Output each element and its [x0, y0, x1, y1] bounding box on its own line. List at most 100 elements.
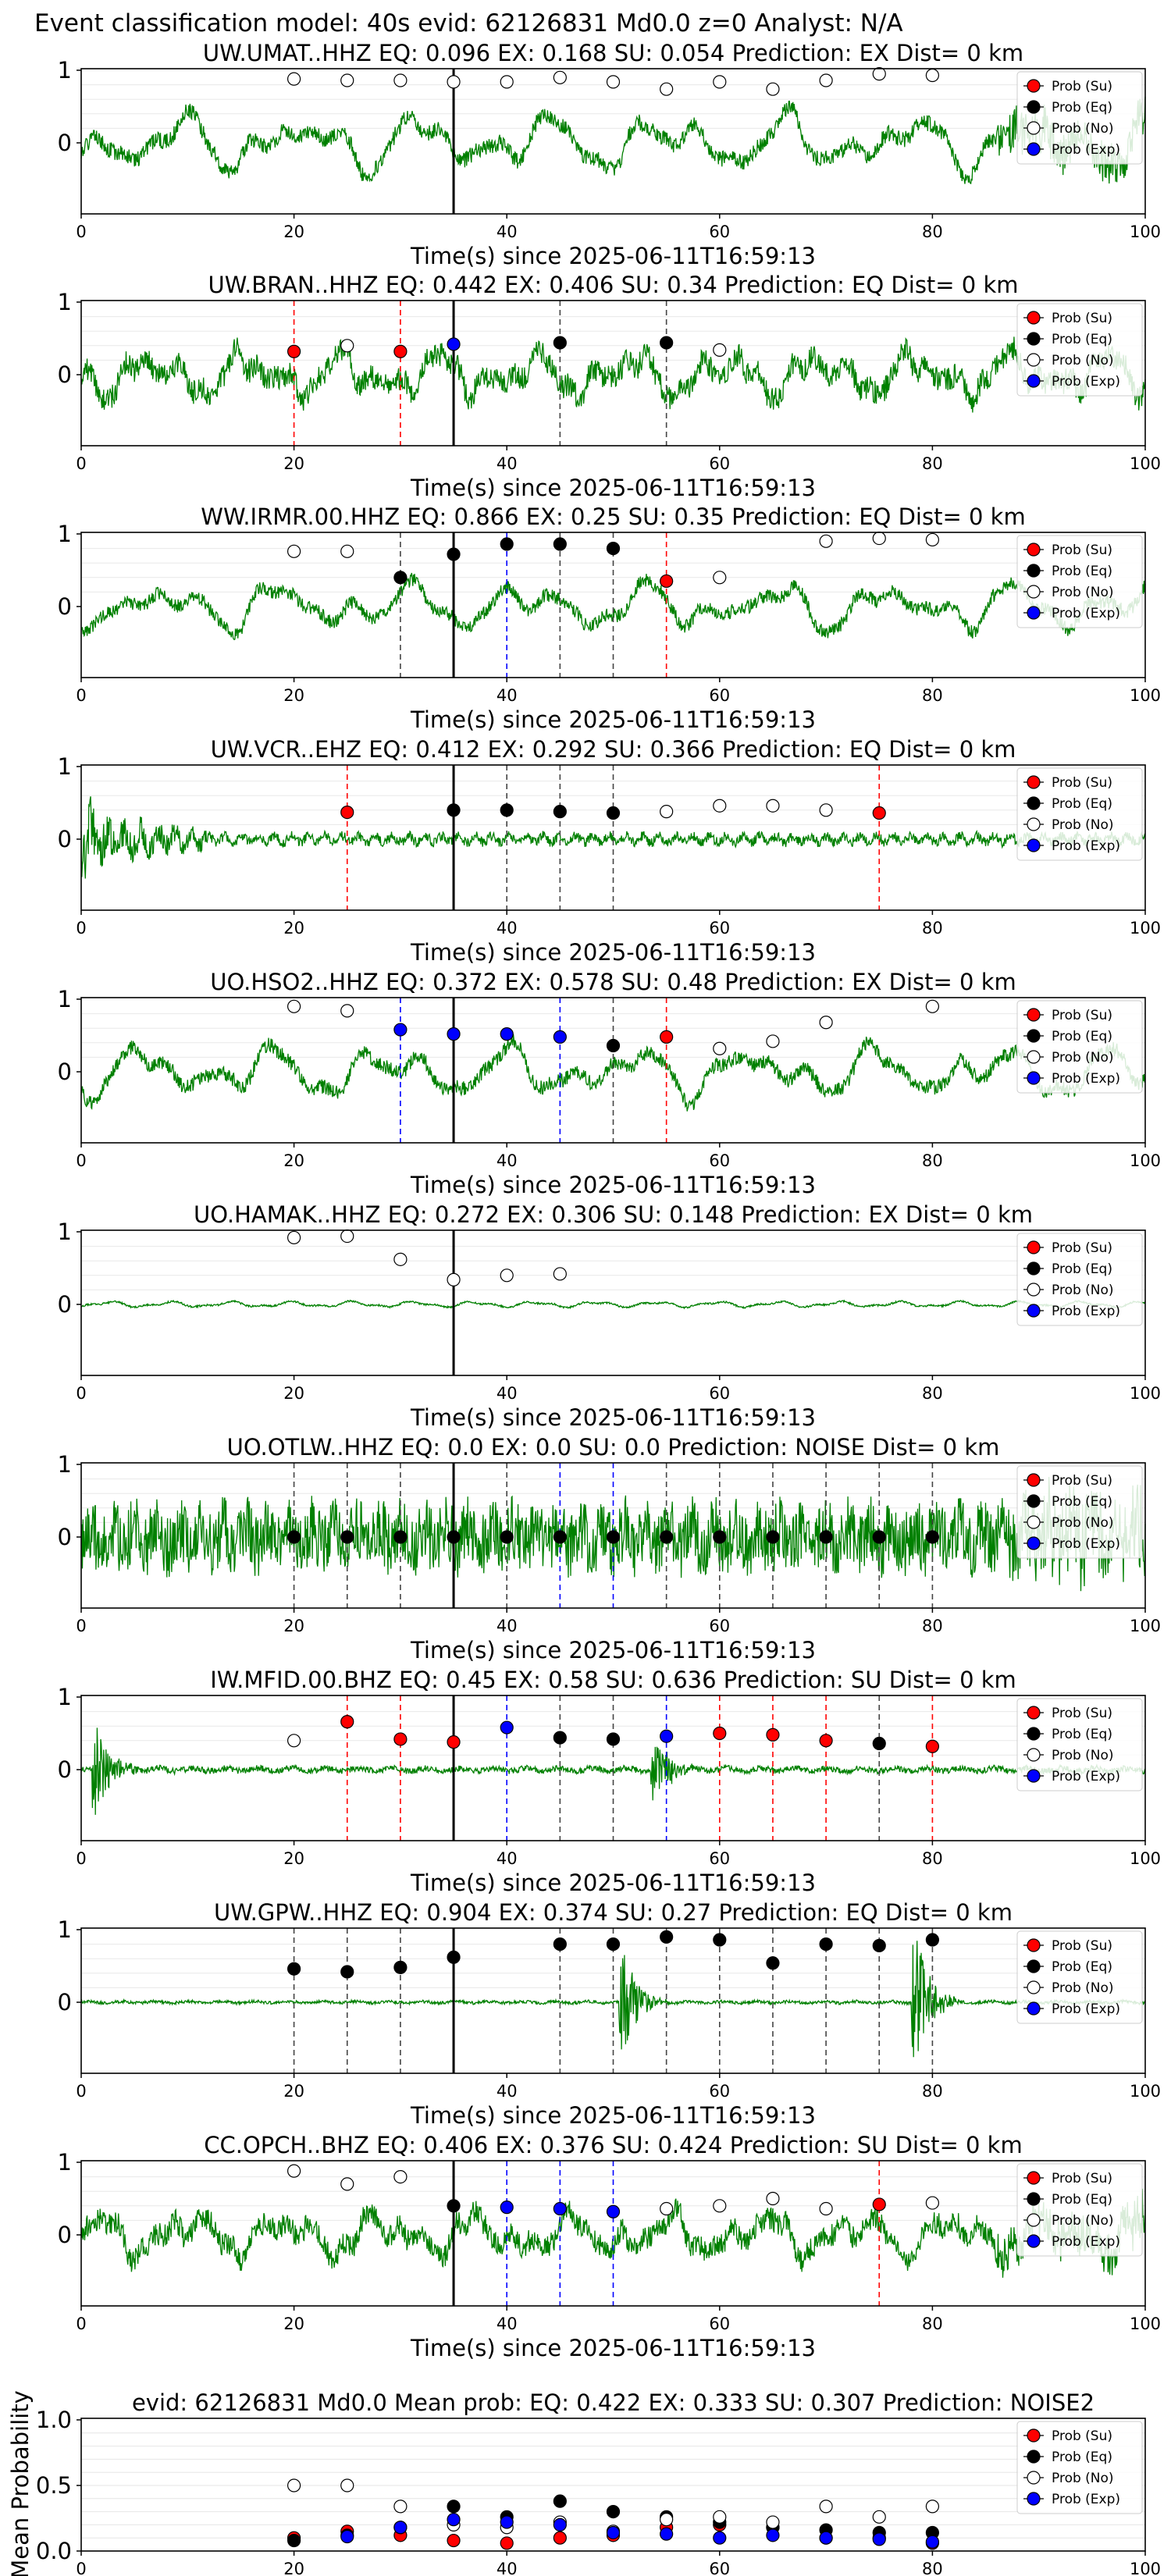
waveform-trace [80, 336, 1146, 413]
prob-point-no [340, 1229, 354, 1244]
x-axis-label: Time(s) since 2025-06-11T16:59:13 [410, 706, 816, 733]
x-tick-label: 20 [283, 2314, 304, 2333]
legend-label-su: Prob (Su) [1052, 1706, 1112, 1721]
legend-marker-eq [1027, 796, 1041, 810]
panel-title: WW.IRMR.00.HHZ EQ: 0.866 EX: 0.25 SU: 0.… [201, 503, 1025, 530]
mean-prob-point-su [553, 2531, 567, 2545]
mean-prob-point-exp [819, 2531, 833, 2545]
legend-label-exp: Prob (Exp) [1052, 838, 1120, 854]
x-tick-label: 100 [1130, 686, 1161, 705]
prob-point-su [872, 806, 886, 820]
legend-label-exp: Prob (Exp) [1052, 2001, 1120, 2017]
mean-prob-point-no [660, 2513, 674, 2527]
prob-point-no [287, 1230, 301, 1245]
legend-marker-no [1027, 353, 1041, 367]
x-axis-label: Time(s) since 2025-06-11T16:59:13 [410, 2335, 816, 2361]
mean-prob-point-exp [606, 2525, 621, 2540]
x-axis-label: Time(s) since 2025-06-11T16:59:13 [410, 1870, 816, 1896]
y-tick-label: 1 [58, 986, 72, 1012]
x-tick-label: 80 [922, 2082, 943, 2101]
prob-point-eq [287, 1962, 301, 1976]
prob-point-no [287, 1734, 301, 1748]
prob-point-no [447, 1272, 461, 1286]
prob-point-eq [500, 1530, 514, 1544]
y-tick-label: 0.5 [36, 2472, 72, 2499]
x-tick-label: 20 [283, 1617, 304, 1635]
prob-point-no [287, 999, 301, 1013]
prob-point-eq [553, 805, 567, 819]
legend-marker-exp [1027, 2001, 1041, 2016]
prob-point-no [819, 1016, 833, 1030]
prob-point-eq [553, 1937, 567, 1952]
legend-marker-exp [1027, 1071, 1041, 1085]
legend-marker-eq [1027, 2450, 1041, 2464]
x-tick-label: 0 [76, 1151, 86, 1170]
legend-label-eq: Prob (Eq) [1052, 100, 1112, 116]
x-tick-label: 0 [76, 2082, 86, 2101]
y-tick-label: 1 [58, 1451, 72, 1478]
prob-point-no [713, 799, 727, 813]
mean-prob-point-no [713, 2510, 727, 2524]
legend-label-eq: Prob (Eq) [1052, 796, 1112, 812]
axes-frame [80, 1927, 1146, 2074]
prob-point-exp [393, 1023, 408, 1037]
x-tick-label: 40 [497, 2314, 518, 2333]
x-tick-label: 40 [497, 1617, 518, 1635]
legend-marker-su [1027, 1706, 1041, 1720]
legend-label-su: Prob (Su) [1052, 543, 1112, 558]
legend-box [1016, 535, 1143, 628]
panel-title: UW.VCR..EHZ EQ: 0.412 EX: 0.292 SU: 0.36… [211, 736, 1016, 763]
legend-label-su: Prob (Su) [1052, 1473, 1112, 1489]
x-tick-label: 20 [283, 686, 304, 705]
mean-prob-point-exp [713, 2531, 727, 2545]
legend-label-exp: Prob (Exp) [1052, 142, 1120, 158]
x-tick-label: 40 [497, 1151, 518, 1170]
x-tick-label: 60 [709, 1849, 730, 1868]
legend-label-eq: Prob (Eq) [1052, 1261, 1112, 1277]
x-tick-label: 0 [76, 222, 86, 241]
prob-point-no [819, 534, 833, 548]
panel-title: UW.UMAT..HHZ EQ: 0.096 EX: 0.168 SU: 0.0… [203, 40, 1023, 66]
legend-marker-su [1027, 311, 1041, 325]
y-tick-label: 0 [58, 1756, 72, 1783]
mean-prob-point-no [287, 2478, 301, 2492]
prob-point-eq [606, 806, 621, 820]
waveform-trace [80, 1299, 1146, 1310]
legend-marker-eq [1027, 332, 1041, 346]
legend-marker-no [1027, 121, 1041, 135]
legend-box [1016, 71, 1143, 165]
x-tick-label: 20 [283, 1151, 304, 1170]
mean-prob-point-exp [766, 2528, 780, 2542]
prob-point-no [713, 2199, 727, 2213]
x-axis-label: Time(s) since 2025-06-11T16:59:13 [410, 2102, 816, 2129]
figure-title: Event classification model: 40s evid: 62… [34, 9, 903, 37]
x-tick-label: 60 [709, 686, 730, 705]
legend-label-eq: Prob (Eq) [1052, 1029, 1112, 1044]
prob-point-su [872, 2197, 886, 2211]
prob-point-su [393, 344, 408, 358]
prob-point-no [500, 1268, 514, 1283]
legend-marker-su [1027, 1008, 1041, 1022]
mean-prob-point-eq [447, 2500, 461, 2514]
prob-point-no [500, 75, 514, 89]
prob-point-no [553, 70, 567, 84]
prob-point-su [287, 344, 301, 358]
prob-point-exp [660, 1729, 674, 1743]
x-tick-label: 0 [76, 919, 86, 938]
prob-point-no [713, 343, 727, 357]
legend-label-exp: Prob (Exp) [1052, 1304, 1120, 1319]
x-axis-label: Time(s) since 2025-06-11T16:59:13 [410, 1637, 816, 1663]
prob-point-no [340, 339, 354, 353]
x-tick-label: 40 [497, 686, 518, 705]
mean-prob-point-no [340, 2478, 354, 2492]
prob-point-su [393, 1732, 408, 1746]
legend-marker-su [1027, 775, 1041, 789]
legend-label-no: Prob (No) [1052, 1748, 1114, 1763]
prob-point-su [925, 1739, 940, 1753]
panel-title: CC.OPCH..BHZ EQ: 0.406 EX: 0.376 SU: 0.4… [204, 2132, 1022, 2158]
legend-marker-no [1027, 585, 1041, 599]
prob-point-eq [553, 1731, 567, 1745]
panel-8: IW.MFID.00.BHZ EQ: 0.45 EX: 0.58 SU: 0.6… [58, 1667, 1162, 1896]
x-tick-label: 0 [76, 2560, 86, 2576]
legend-marker-no [1027, 1980, 1041, 1994]
